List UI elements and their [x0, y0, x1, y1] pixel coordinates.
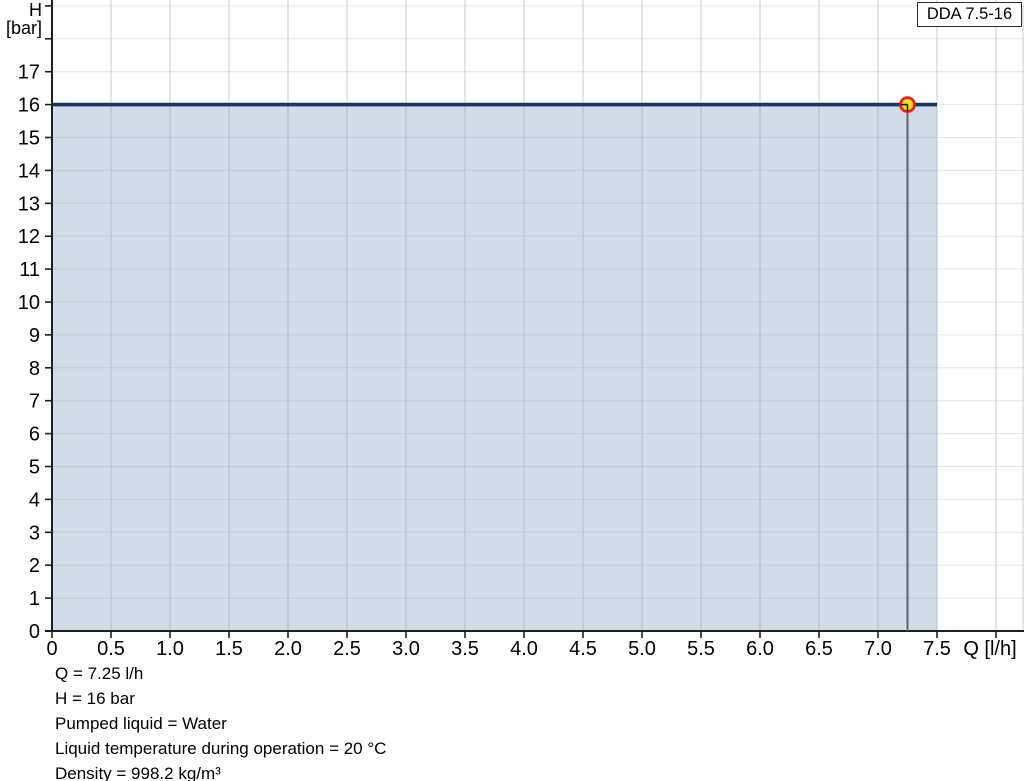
x-tick-label: 1.5 [215, 638, 243, 660]
x-axis-label: Q [l/h] [963, 638, 1016, 660]
info-line-density: Density = 998.2 kg/m³ [55, 764, 221, 781]
y-tick-label: 10 [18, 292, 40, 314]
series-area [52, 104, 937, 632]
y-tick-label: 1 [29, 588, 40, 610]
y-tick-label: 2 [29, 555, 40, 577]
x-tick-label: 1.0 [156, 638, 184, 660]
x-tick-label: 2.5 [333, 638, 361, 660]
x-tick-label: 4.0 [510, 638, 538, 660]
legend-box: DDA 7.5-16 [917, 2, 1022, 27]
y-tick-label: 15 [18, 128, 40, 150]
y-tick-label: 14 [18, 160, 40, 182]
y-tick-label: 3 [29, 522, 40, 544]
x-tick-label: 0.5 [97, 638, 125, 660]
y-tick-label: 8 [29, 358, 40, 380]
y-axis-unit-label: [bar] [6, 18, 42, 38]
y-tick-label: 6 [29, 424, 40, 446]
x-tick-label: 6.5 [805, 638, 833, 660]
x-tick-label: 6.0 [746, 638, 774, 660]
x-tick-label: 7.0 [864, 638, 892, 660]
y-tick-label: 16 [18, 95, 40, 117]
y-tick-label: 7 [29, 391, 40, 413]
y-tick-label: 17 [18, 62, 40, 84]
info-line-liquid-temperature: Liquid temperature during operation = 20… [55, 739, 387, 758]
y-tick-label: 5 [29, 457, 40, 479]
y-tick-label: 0 [29, 621, 40, 643]
y-tick-label: 9 [29, 325, 40, 347]
info-line-flow: Q = 7.25 l/h [55, 664, 144, 683]
y-tick-label: 12 [18, 226, 40, 248]
info-line-pumped-liquid: Pumped liquid = Water [55, 714, 227, 733]
y-tick-label: 11 [19, 259, 40, 281]
chart-canvas: 0 0.5 1.0 1.5 2.0 2.5 3.0 3.5 4.0 4.5 5.0 5.5 6.0 6.5… [6, 0, 1024, 660]
legend-series-label: DDA 7.5-16 [926, 5, 1013, 23]
x-tick-label: 2.0 [274, 638, 302, 660]
x-tick-label: 3.5 [451, 638, 479, 660]
y-tick-label: 13 [18, 193, 40, 215]
x-tick-label: 4.5 [569, 638, 597, 660]
y-tick-label: 4 [29, 489, 40, 511]
x-tick-label: 5.5 [687, 638, 715, 660]
y-axis-label: H [29, 0, 42, 20]
operating-info-block: Q = 7.25 l/h H = 16 bar Pumped liquid = … [55, 661, 386, 781]
x-tick-label: 5.0 [628, 638, 656, 660]
x-tick-label: 0 [46, 638, 57, 660]
x-tick-label: 7.5 [923, 638, 951, 660]
x-tick-label: 3.0 [392, 638, 420, 660]
info-line-head: H = 16 bar [55, 689, 135, 708]
